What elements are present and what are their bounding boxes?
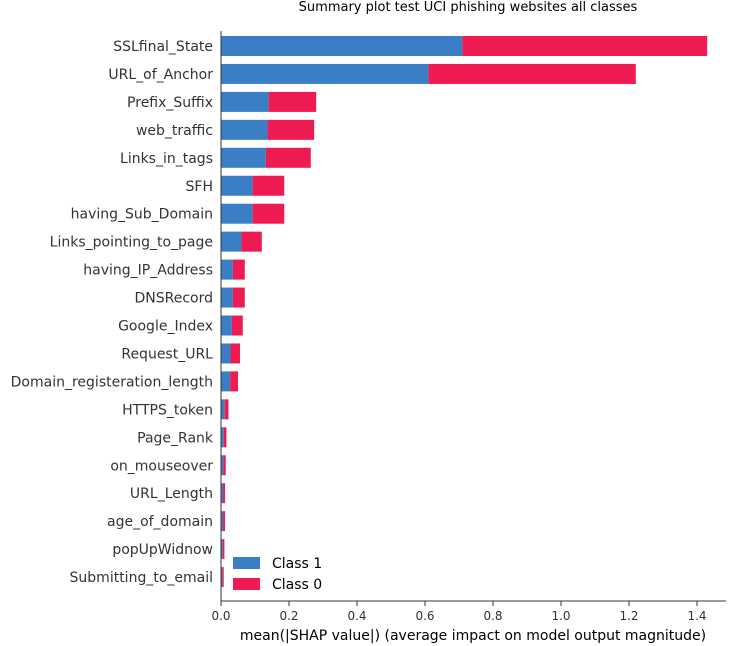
feature-label-page-rank: Page_Rank <box>137 430 214 446</box>
bar-dnsrecord-class-1 <box>221 287 233 308</box>
bar-request-url-class-0 <box>230 343 241 364</box>
bar-google-index-class-0 <box>231 315 243 336</box>
bar-submitting-to-email-class-1 <box>221 567 223 588</box>
legend: Class 1 Class 0 <box>233 556 322 593</box>
bar-prefix-suffix-class-0 <box>268 91 317 112</box>
bar-sslfinal-state-class-1 <box>221 36 463 56</box>
bar-on-mouseover-class-1 <box>221 455 224 476</box>
bar-domain-registeration-length-class-0 <box>230 371 238 392</box>
bar-sfh-class-1 <box>221 175 253 196</box>
bar-sfh-class-0 <box>252 175 285 196</box>
feature-label-age-of-domain: age_of_domain <box>107 514 213 530</box>
bar-age-of-domain-class-1 <box>221 511 224 532</box>
bar-having-sub-domain-class-1 <box>221 203 253 224</box>
bar-group <box>221 36 708 588</box>
bar-links-pointing-to-page-class-0 <box>241 231 262 252</box>
bar-domain-registeration-length-class-1 <box>221 371 231 392</box>
bar-links-pointing-to-page-class-1 <box>221 231 242 252</box>
legend-swatch-class-1 <box>233 557 260 569</box>
feature-label-submitting-to-email: Submitting_to_email <box>70 570 213 586</box>
bar-links-in-tags-class-1 <box>221 147 266 168</box>
x-tick-label-6: 1.2 <box>619 609 638 623</box>
bar-https-token-class-1 <box>221 399 225 420</box>
feature-label-sslfinal-state: SSLfinal_State <box>113 39 213 55</box>
bar-page-rank-class-1 <box>221 427 224 448</box>
x-tick-label-5: 1.0 <box>551 609 570 623</box>
feature-label-sfh: SFH <box>186 179 213 195</box>
x-tick-label-3: 0.6 <box>415 609 434 623</box>
bar-url-length-class-0 <box>223 483 226 504</box>
bar-sslfinal-state-class-0 <box>462 36 708 56</box>
feature-label-prefix-suffix: Prefix_Suffix <box>127 95 213 111</box>
bar-url-length-class-1 <box>221 483 224 504</box>
legend-swatch-class-0 <box>233 578 260 590</box>
feature-label-on-mouseover: on_mouseover <box>110 458 213 474</box>
bar-google-index-class-1 <box>221 315 232 336</box>
x-axis-label: mean(|SHAP value|) (average impact on mo… <box>240 628 706 644</box>
feature-label-google-index: Google_Index <box>118 319 213 335</box>
feature-label-web-traffic: web_traffic <box>136 123 213 139</box>
x-tick-group: 0.0 0.2 0.4 0.6 0.8 1.0 1.2 1.4 <box>211 601 707 623</box>
feature-label-url-of-anchor: URL_of_Anchor <box>108 67 213 83</box>
feature-label-popupwidnow: popUpWidnow <box>112 542 213 558</box>
feature-label-having-ip-address: having_IP_Address <box>83 263 213 279</box>
bar-url-of-anchor-class-0 <box>428 63 636 84</box>
x-tick-label-0: 0.0 <box>211 609 230 623</box>
feature-label-dnsrecord: DNSRecord <box>134 291 213 307</box>
bar-prefix-suffix-class-1 <box>221 91 269 112</box>
feature-label-links-in-tags: Links_in_tags <box>120 151 213 167</box>
bar-url-of-anchor-class-1 <box>221 63 429 84</box>
bar-page-rank-class-0 <box>223 427 227 448</box>
feature-label-domain-registeration-length: Domain_registeration_length <box>11 374 213 390</box>
bar-on-mouseover-class-0 <box>223 455 226 476</box>
feature-label-request-url: Request_URL <box>121 346 213 362</box>
feature-label-having-sub-domain: having_Sub_Domain <box>71 207 213 223</box>
x-tick-label-1: 0.2 <box>279 609 298 623</box>
legend-label-class-0: Class 0 <box>272 577 322 593</box>
bar-popupwidnow-class-0 <box>222 539 225 560</box>
bar-https-token-class-0 <box>224 399 229 420</box>
bar-dnsrecord-class-0 <box>232 287 245 308</box>
bar-web-traffic-class-0 <box>267 119 315 140</box>
bar-links-in-tags-class-0 <box>265 147 311 168</box>
bar-having-ip-address-class-0 <box>232 259 245 280</box>
feature-label-https-token: HTTPS_token <box>122 402 213 418</box>
x-tick-label-2: 0.4 <box>347 609 366 623</box>
bar-age-of-domain-class-0 <box>223 511 226 532</box>
feature-label-url-length: URL_Length <box>130 486 213 502</box>
bar-request-url-class-1 <box>221 343 231 364</box>
legend-label-class-1: Class 1 <box>272 556 322 572</box>
bar-web-traffic-class-1 <box>221 119 268 140</box>
feature-label-group: SSLfinal_State URL_of_Anchor Prefix_Suffix… <box>11 39 214 586</box>
chart-title: Summary plot test UCI phishing websites … <box>299 0 638 15</box>
x-tick-label-7: 1.4 <box>687 609 706 623</box>
feature-label-links-pointing-to-page: Links_pointing_to_page <box>50 235 213 251</box>
x-tick-label-4: 0.8 <box>483 609 502 623</box>
bar-having-ip-address-class-1 <box>221 259 233 280</box>
bar-having-sub-domain-class-0 <box>252 203 285 224</box>
bar-submitting-to-email-class-0 <box>222 567 224 588</box>
bar-popupwidnow-class-1 <box>221 539 223 560</box>
